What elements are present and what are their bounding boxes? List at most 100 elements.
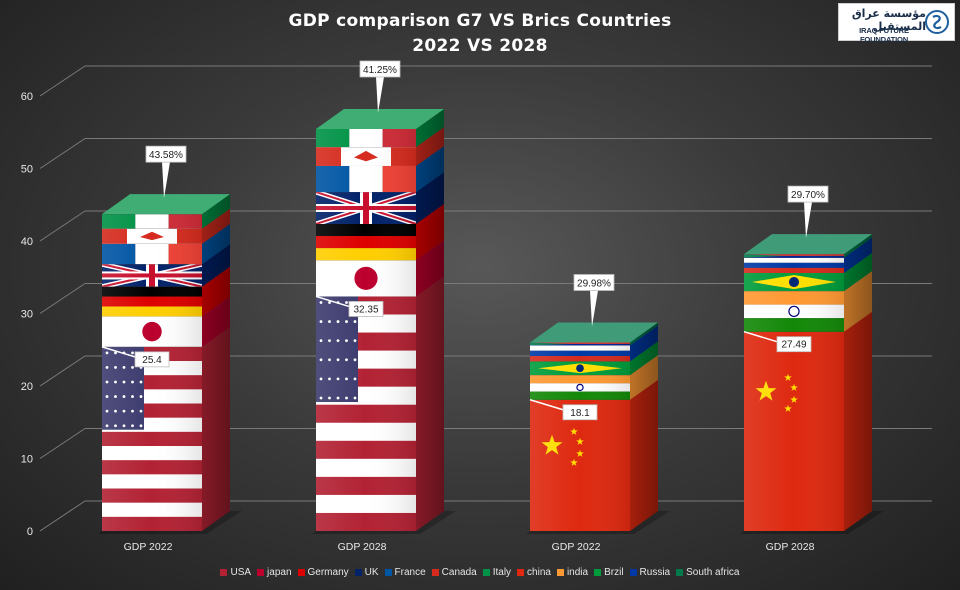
- value-callout-box: [348, 301, 384, 317]
- bar-segment-front-shine: [530, 375, 630, 400]
- share-callout-label: 29.70%: [791, 190, 825, 201]
- bar-segment-side-shade: [202, 244, 230, 287]
- share-callout: 29.70%: [787, 185, 829, 239]
- y-tick-label: 60: [21, 91, 33, 103]
- value-callout-label: 25.4: [142, 355, 162, 366]
- value-callout-pointer: [315, 295, 350, 308]
- legend-label: France: [394, 567, 426, 578]
- bar-segment-side-shade: [416, 127, 444, 166]
- bar-segment-front-shine: [316, 296, 416, 531]
- bar-top: [102, 194, 230, 215]
- logo-arabic-text: مؤسسة عراق المستقبل: [851, 7, 926, 33]
- bar-top: [744, 234, 872, 255]
- legend-label: japan: [267, 567, 292, 578]
- bar-segment-side-shade: [630, 325, 658, 362]
- bar-segment-germany: [316, 203, 444, 261]
- value-callout-label: 27.49: [781, 340, 806, 351]
- legend-swatch: [517, 569, 525, 576]
- bar-segment-side-shade: [844, 252, 872, 292]
- foundation-logo: مؤسسة عراق المستقبل IRAQ FUTURE FOUNDATI…: [838, 3, 955, 44]
- legend-swatch: [556, 569, 564, 576]
- bar-stack: [740, 234, 884, 534]
- bar-segment-front-shine: [316, 128, 416, 148]
- x-category-label: GDP 2028: [338, 541, 387, 553]
- value-callout-label: 18.1: [570, 408, 590, 419]
- legend-item: Canada: [431, 567, 477, 578]
- bar-segment-japan: [316, 240, 444, 297]
- legend-item: USA: [220, 567, 251, 578]
- bar-segment-usa: [316, 276, 444, 531]
- share-callout-box: [787, 185, 829, 203]
- bar-segment-side-shade: [202, 296, 230, 347]
- value-callout-label: 32.35: [353, 304, 378, 315]
- bar-segment-front-shine: [530, 345, 630, 362]
- bar-segment-side-shade: [202, 194, 230, 229]
- share-callout-pointer: [590, 290, 598, 327]
- bar-segment-front-shine: [102, 346, 202, 531]
- bar-segment-china: [530, 379, 658, 531]
- legend-swatch: [354, 569, 362, 576]
- bar-segment-uk: [102, 244, 230, 287]
- logo-mark-icon: [925, 10, 949, 34]
- x-category-label: GDP 2028: [766, 541, 815, 553]
- bar-segment-south-africa: [744, 234, 872, 258]
- bar-top-highlight: [530, 322, 658, 343]
- bar-top-highlight: [102, 194, 230, 215]
- bar-segment-brzil: [530, 341, 658, 376]
- bar-segment-germany: [102, 266, 230, 317]
- gridline-diagonal: [39, 355, 86, 387]
- share-callout-pointer: [804, 202, 812, 239]
- bar-stack: [526, 322, 670, 534]
- share-callout-label: 41.25%: [363, 65, 397, 76]
- value-callout: 25.4: [101, 346, 170, 368]
- legend-swatch: [257, 569, 265, 576]
- legend-label: Russia: [639, 567, 671, 578]
- bar-segment-side-shade: [630, 322, 658, 346]
- legend-swatch: [629, 569, 637, 576]
- chart-subtitle: 2022 VS 2028: [412, 36, 548, 56]
- bar-segment-front-shine: [744, 291, 844, 332]
- share-callout-pointer: [162, 162, 170, 199]
- gridline-diagonal: [39, 283, 86, 314]
- share-callout: 29.98%: [573, 274, 615, 327]
- legend-item: Italy: [482, 567, 512, 578]
- bar-segment-side-shade: [844, 271, 872, 332]
- legend-label: Germany: [307, 567, 349, 578]
- share-callout-box: [573, 274, 615, 291]
- chart-title: GDP comparison G7 VS Brics Countries: [288, 11, 672, 31]
- legend-label: South africa: [686, 567, 740, 578]
- bar-segment-brzil: [744, 252, 872, 292]
- bar-segment-side-shade: [416, 172, 444, 224]
- gridline-diagonal: [39, 428, 86, 459]
- value-callout-pointer: [529, 399, 564, 411]
- legend-swatch: [482, 569, 490, 576]
- legend-item: Germany: [297, 567, 349, 578]
- bar-segment-side-shade: [844, 311, 872, 531]
- value-callout-box: [134, 351, 170, 368]
- bar-segment-side-shade: [630, 379, 658, 531]
- legend-label: Italy: [492, 567, 512, 578]
- value-callout: 27.49: [743, 330, 812, 353]
- legend-swatch: [220, 569, 228, 576]
- bar-segment-side-shade: [416, 203, 444, 261]
- logo-english-text: IRAQ FUTURE FOUNDATION: [859, 26, 909, 44]
- bar-segment-front-shine: [744, 254, 844, 258]
- legend-swatch: [676, 569, 684, 576]
- bar-segment-canada: [102, 208, 230, 244]
- legend-item: india: [556, 567, 589, 578]
- bar-segment-front-shine: [744, 257, 844, 273]
- legend-item: china: [517, 567, 551, 578]
- bar-segment-front-shine: [102, 228, 202, 244]
- legend-label: india: [566, 567, 589, 578]
- legend-label: UK: [364, 567, 379, 578]
- legend-swatch: [594, 569, 602, 576]
- bar-segment-side-shade: [416, 145, 444, 193]
- legend-label: Canada: [441, 567, 477, 578]
- bar-segment-front-shine: [102, 316, 202, 347]
- bar-stack: [98, 194, 242, 534]
- bar-segment-italy: [102, 194, 230, 229]
- bar-segment-canada: [316, 127, 444, 166]
- legend-item: UK: [354, 567, 379, 578]
- value-callout-box: [562, 404, 598, 421]
